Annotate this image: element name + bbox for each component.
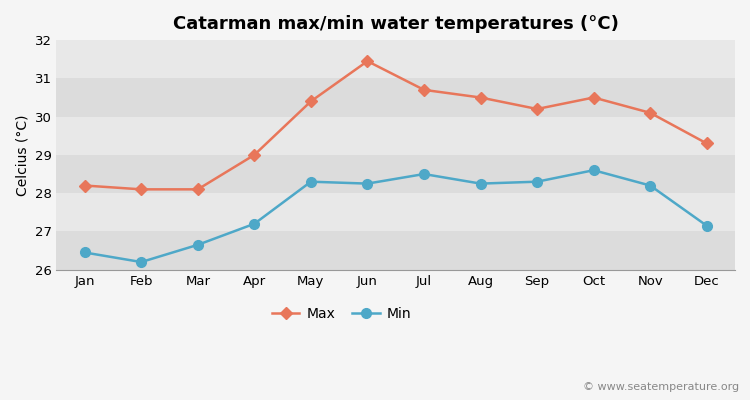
Title: Catarman max/min water temperatures (°C): Catarman max/min water temperatures (°C)	[172, 15, 619, 33]
Min	[363, 181, 372, 186]
Min	[532, 179, 542, 184]
Min	[80, 250, 89, 255]
Max	[250, 152, 259, 157]
Min	[307, 179, 316, 184]
Min	[702, 223, 711, 228]
Min	[476, 181, 485, 186]
Max	[532, 106, 542, 111]
Min	[136, 260, 146, 264]
Bar	[56, 193, 735, 232]
Min	[646, 183, 655, 188]
Bar	[56, 78, 735, 117]
Bar	[56, 117, 735, 155]
Max	[476, 95, 485, 100]
Max	[194, 187, 202, 192]
Y-axis label: Celcius (°C): Celcius (°C)	[15, 114, 29, 196]
Bar	[56, 40, 735, 78]
Min	[250, 221, 259, 226]
Max	[646, 110, 655, 115]
Max	[590, 95, 598, 100]
Max	[307, 99, 316, 104]
Legend: Max, Min: Max, Min	[266, 302, 417, 327]
Min	[419, 172, 428, 176]
Max	[363, 59, 372, 64]
Max	[702, 141, 711, 146]
Max	[136, 187, 146, 192]
Bar	[56, 155, 735, 193]
Min	[194, 242, 202, 247]
Line: Min: Min	[80, 165, 712, 267]
Max	[80, 183, 89, 188]
Line: Max: Max	[80, 57, 711, 194]
Text: © www.seatemperature.org: © www.seatemperature.org	[583, 382, 739, 392]
Max	[419, 88, 428, 92]
Bar	[56, 232, 735, 270]
Min	[590, 168, 598, 173]
